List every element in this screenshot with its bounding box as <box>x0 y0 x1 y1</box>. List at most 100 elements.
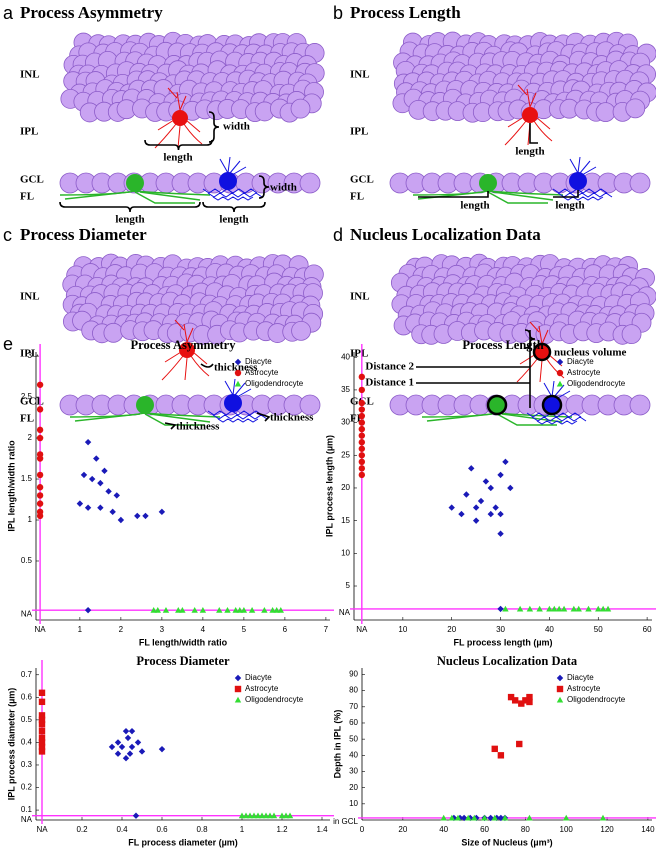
gcl-cell <box>629 172 651 194</box>
marker <box>216 606 223 613</box>
marker <box>516 605 524 612</box>
measure-mark <box>256 412 271 422</box>
marker <box>464 814 472 821</box>
marker <box>36 455 44 462</box>
y-tick-label: 15 <box>341 516 350 525</box>
diagram-label: length <box>555 200 584 212</box>
dendrite <box>519 353 537 365</box>
legend-label: Diacyte <box>567 673 594 682</box>
dendrite <box>185 119 201 133</box>
dendrite <box>192 351 208 365</box>
marker <box>117 516 125 524</box>
marker <box>138 748 146 755</box>
marker <box>487 484 494 492</box>
y-tick-label: 20 <box>349 783 358 792</box>
marker <box>38 739 46 746</box>
dendrite <box>529 92 537 108</box>
marker <box>240 606 248 613</box>
diagram-label: Distance 2 <box>365 361 414 373</box>
inl-cell <box>103 322 124 343</box>
marker <box>556 696 564 703</box>
y-tick-label: 0.1 <box>21 805 33 814</box>
y-axis-label: IPL length/width ratio <box>6 440 16 532</box>
marker <box>556 380 564 387</box>
marker <box>142 512 149 520</box>
marker <box>154 606 161 613</box>
legend-label: Astrocyte <box>567 368 601 377</box>
dendrite <box>186 327 194 343</box>
x-tick-label: 2 <box>119 625 124 634</box>
panel-letter: c <box>3 225 12 245</box>
y-tick-label: 30 <box>341 418 350 427</box>
x-tick-label: 3 <box>160 625 165 634</box>
diagram-label: FL <box>20 191 34 203</box>
y-tick-label: 2 <box>28 433 33 442</box>
blue-process <box>217 418 259 423</box>
marker <box>122 755 130 762</box>
marker <box>132 812 140 819</box>
diagram-label: INL <box>20 69 40 81</box>
marker <box>516 740 523 748</box>
marker <box>84 504 92 511</box>
marker <box>236 606 243 613</box>
marker <box>261 606 268 613</box>
green-process <box>496 413 557 426</box>
diagram-label: INL <box>20 291 40 303</box>
marker <box>38 712 46 719</box>
diacyte-cell <box>541 394 563 416</box>
marker <box>113 492 120 499</box>
marker <box>358 432 366 439</box>
green-process <box>139 191 201 201</box>
marker <box>232 606 239 613</box>
measure-mark <box>553 190 579 198</box>
diagram-label: length <box>115 214 144 226</box>
green-process <box>487 191 548 204</box>
dendrite <box>529 321 540 333</box>
diagram-label: thickness <box>176 421 220 433</box>
measure-mark <box>144 139 213 151</box>
marker <box>88 475 96 483</box>
diagram-label: INL <box>350 69 370 81</box>
marker <box>38 734 46 742</box>
legend-label: Astrocyte <box>245 368 279 377</box>
marker <box>473 814 480 822</box>
marker <box>556 369 564 377</box>
x-tick-label: 20 <box>398 825 407 834</box>
blue-process <box>551 380 555 398</box>
blue-process <box>552 188 608 194</box>
astrocyte-cell <box>172 110 188 126</box>
marker <box>497 471 504 479</box>
y-tick-label: 90 <box>349 670 358 679</box>
dendrite <box>167 87 178 99</box>
marker <box>472 517 480 524</box>
marker <box>36 484 44 491</box>
y-tick-label: 80 <box>349 686 358 695</box>
marker <box>454 814 462 821</box>
measure-mark <box>529 123 538 144</box>
x-tick-label: 0.4 <box>116 825 128 834</box>
marker <box>358 458 366 466</box>
marker <box>101 467 108 475</box>
diacyte-cell <box>224 394 242 412</box>
marker <box>604 605 612 612</box>
x-tick-label: 1.4 <box>316 825 328 834</box>
x-tick-label: 1 <box>240 825 245 834</box>
x-tick-label: 5 <box>242 625 247 634</box>
green-process <box>64 191 131 200</box>
green-process <box>144 413 205 426</box>
blue-process <box>207 192 263 198</box>
marker <box>108 743 116 751</box>
diagram-label: length <box>163 152 192 164</box>
blue-process <box>202 188 258 194</box>
inl-cell <box>290 98 311 119</box>
green-process <box>74 413 141 422</box>
y-tick-label: 1 <box>28 515 33 524</box>
blue-process <box>562 196 604 201</box>
dendrite <box>516 357 539 383</box>
marker <box>122 727 130 735</box>
y-axis-label: IPL process length (µm) <box>324 435 334 537</box>
x-tick-label: 40 <box>545 625 554 634</box>
green-process <box>487 190 564 196</box>
marker <box>526 693 533 701</box>
